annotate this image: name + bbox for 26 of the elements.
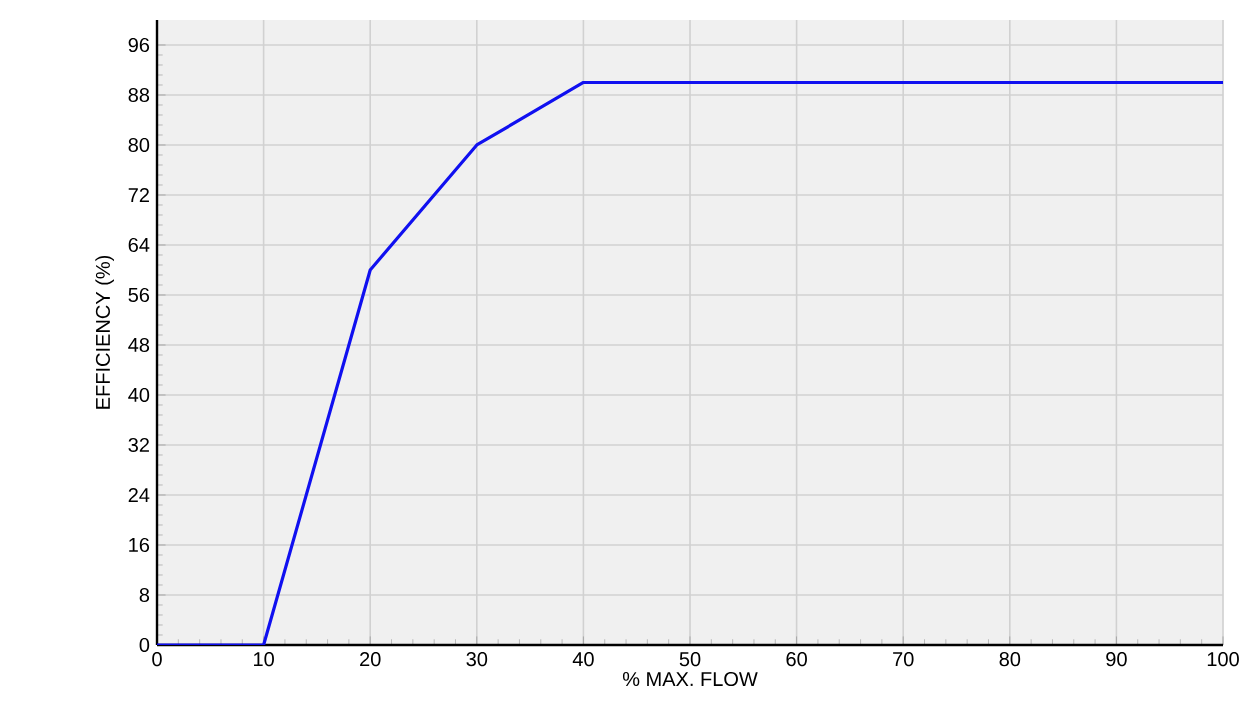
x-tick-label: 40 bbox=[572, 652, 594, 667]
y-tick-label: 8 bbox=[139, 587, 150, 603]
y-tick-label: 24 bbox=[128, 488, 150, 502]
x-tick-label: 0 bbox=[152, 652, 162, 667]
y-tick-label: 80 bbox=[128, 137, 150, 153]
x-tick-label: 80 bbox=[999, 652, 1021, 667]
x-axis-title: % MAX. FLOW bbox=[622, 671, 758, 687]
x-tick-label: 50 bbox=[679, 652, 701, 667]
x-tick-label: 70 bbox=[893, 652, 914, 667]
x-tick-label: 100 bbox=[1207, 652, 1239, 667]
y-tick-label: 16 bbox=[129, 537, 150, 553]
x-tick-label: 60 bbox=[786, 652, 807, 667]
x-tick-label: 10 bbox=[254, 652, 274, 667]
x-tick-label: 90 bbox=[1106, 652, 1127, 667]
y-tick-label: 72 bbox=[128, 188, 149, 202]
y-tick-label: 48 bbox=[128, 337, 150, 353]
y-tick-label: 88 bbox=[128, 87, 150, 103]
y-tick-label: 0 bbox=[139, 637, 150, 653]
x-tick-label: 30 bbox=[466, 652, 488, 667]
y-tick-label: 96 bbox=[128, 37, 150, 53]
y-tick-label: 56 bbox=[128, 287, 150, 303]
y-axis-title: EFFICIENCY (%) bbox=[95, 255, 114, 409]
x-tick-label: 20 bbox=[360, 652, 381, 667]
y-tick-label: 40 bbox=[128, 387, 150, 403]
y-tick-label: 32 bbox=[128, 437, 149, 453]
y-tick-label: 64 bbox=[128, 237, 150, 253]
